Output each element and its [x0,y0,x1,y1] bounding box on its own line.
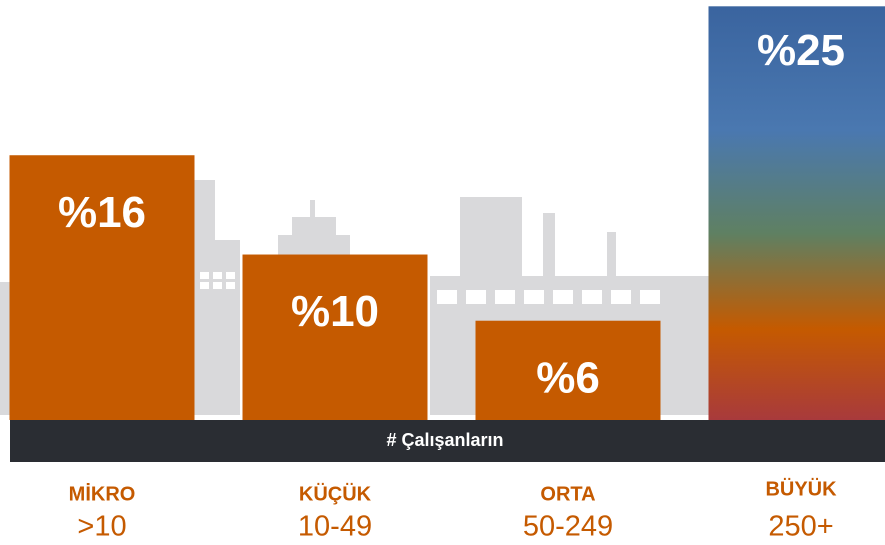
x-axis-label: # Çalışanların [386,430,503,450]
category-label: BÜYÜK [765,477,837,500]
range-label: 250+ [768,511,833,543]
category-label: ORTA [540,483,595,505]
value-label: %6 [536,353,600,402]
range-label: >10 [77,511,126,543]
bar [9,155,195,420]
range-label: 50-249 [523,511,613,543]
bar [708,6,885,421]
axis-band [10,420,885,462]
bar [475,320,661,420]
range-label: 10-49 [298,511,372,543]
value-label: %16 [58,188,146,237]
value-label: %10 [291,287,379,336]
category-label: MİKRO [69,482,136,505]
category-label: KÜÇÜK [299,482,372,505]
value-label: %25 [757,26,845,75]
bar [242,254,428,420]
